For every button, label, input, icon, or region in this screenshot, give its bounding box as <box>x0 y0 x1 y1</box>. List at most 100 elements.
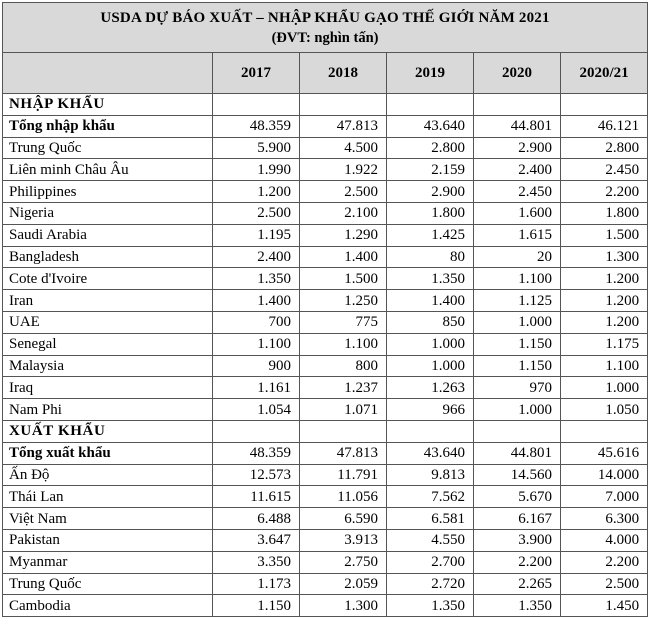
table-subtitle: (ĐVT: nghìn tấn) <box>271 30 379 46</box>
value-cell: 1.100 <box>299 332 387 356</box>
value-cell: 3.647 <box>212 528 300 552</box>
value-cell: 3.913 <box>299 528 387 552</box>
value-cell: 900 <box>212 354 300 378</box>
total-row: Tổng nhập khẩu 48.359 47.813 43.640 44.801 46… <box>2 114 649 138</box>
table-row: Trung Quốc 5.900 4.500 2.800 2.900 2.800 <box>2 136 649 160</box>
value-cell: 12.573 <box>212 463 300 487</box>
column-header: 2017 <box>212 52 300 94</box>
section-title: XUẤT KHẨU <box>2 419 213 443</box>
value-cell: 2.200 <box>559 550 649 574</box>
value-cell: 5.670 <box>473 485 561 509</box>
value-cell: 1.350 <box>386 594 474 618</box>
table-row: Nigeria 2.500 2.100 1.800 1.600 1.800 <box>2 201 649 225</box>
value-cell: 850 <box>386 310 474 334</box>
table-row: Senegal 1.100 1.100 1.000 1.150 1.175 <box>2 332 649 356</box>
value-cell: 1.000 <box>386 354 474 378</box>
row-label: Myanmar <box>2 550 213 574</box>
empty-cell <box>473 93 561 116</box>
value-cell: 1.500 <box>559 223 649 247</box>
value-cell: 4.000 <box>559 528 649 552</box>
value-cell: 3.350 <box>212 550 300 574</box>
value-cell: 1.200 <box>212 180 300 203</box>
value-cell: 1.150 <box>212 594 300 618</box>
row-label: Thái Lan <box>2 485 213 509</box>
value-cell: 11.615 <box>212 485 300 509</box>
row-label: Ấn Độ <box>2 463 213 487</box>
value-cell: 1.250 <box>299 289 387 312</box>
row-label: Việt Nam <box>2 507 213 530</box>
value-cell: 1.173 <box>212 572 300 596</box>
table-row: UAE 700 775 850 1.000 1.200 <box>2 310 649 334</box>
column-header: 2020 <box>473 52 561 94</box>
table-row: Nam Phi 1.054 1.071 966 1.000 1.050 <box>2 398 649 421</box>
row-label: Nam Phi <box>2 398 213 421</box>
value-cell: 3.900 <box>473 528 561 552</box>
value-cell: 1.200 <box>559 310 649 334</box>
value-cell: 6.167 <box>473 507 561 530</box>
table-row: Thái Lan 11.615 11.056 7.562 5.670 7.000 <box>2 485 649 509</box>
row-label: Tổng nhập khẩu <box>2 114 213 138</box>
value-cell: 6.590 <box>299 507 387 530</box>
value-cell: 2.500 <box>559 572 649 596</box>
table-row: Bangladesh 2.400 1.400 80 20 1.300 <box>2 245 649 269</box>
value-cell: 1.800 <box>559 201 649 225</box>
value-cell: 45.616 <box>559 441 649 465</box>
empty-cell <box>299 419 387 443</box>
table-row: Cambodia 1.150 1.300 1.350 1.350 1.450 <box>2 594 649 618</box>
table-title: USDA DỰ BÁO XUẤT – NHẬP KHẨU GẠO THẾ GIỚ… <box>100 10 550 26</box>
value-cell: 1.500 <box>299 267 387 291</box>
table-title-cell: USDA DỰ BÁO XUẤT – NHẬP KHẨU GẠO THẾ GIỚ… <box>1 2 649 53</box>
value-cell: 1.400 <box>212 289 300 312</box>
column-header <box>2 52 213 94</box>
value-cell: 11.056 <box>299 485 387 509</box>
value-cell: 1.600 <box>473 201 561 225</box>
value-cell: 1.350 <box>212 267 300 291</box>
section-row: NHẬP KHẨU <box>2 93 649 116</box>
value-cell: 1.800 <box>386 201 474 225</box>
value-cell: 46.121 <box>559 114 649 138</box>
value-cell: 970 <box>473 376 561 400</box>
table-row: Myanmar 3.350 2.750 2.700 2.200 2.200 <box>2 550 649 574</box>
value-cell: 1.054 <box>212 398 300 421</box>
value-cell: 2.159 <box>386 158 474 182</box>
row-label: Pakistan <box>2 528 213 552</box>
value-cell: 1.400 <box>386 289 474 312</box>
row-label: Tổng xuất khẩu <box>2 441 213 465</box>
empty-cell <box>559 93 649 116</box>
empty-cell <box>386 93 474 116</box>
value-cell: 1.150 <box>473 332 561 356</box>
column-header: 2018 <box>299 52 387 94</box>
value-cell: 2.750 <box>299 550 387 574</box>
value-cell: 2.900 <box>473 136 561 160</box>
value-cell: 1.237 <box>299 376 387 400</box>
row-label: Trung Quốc <box>2 572 213 596</box>
row-label: Cote d'Ivoire <box>2 267 213 291</box>
value-cell: 2.265 <box>473 572 561 596</box>
empty-cell <box>212 93 300 116</box>
value-cell: 1.071 <box>299 398 387 421</box>
value-cell: 1.100 <box>473 267 561 291</box>
section-row: XUẤT KHẨU <box>2 419 649 443</box>
value-cell: 800 <box>299 354 387 378</box>
row-label: Cambodia <box>2 594 213 618</box>
value-cell: 2.500 <box>212 201 300 225</box>
table-row: Saudi Arabia 1.195 1.290 1.425 1.615 1.500 <box>2 223 649 247</box>
value-cell: 43.640 <box>386 441 474 465</box>
value-cell: 1.425 <box>386 223 474 247</box>
row-label: Nigeria <box>2 201 213 225</box>
row-label: Saudi Arabia <box>2 223 213 247</box>
value-cell: 2.400 <box>473 158 561 182</box>
header-row: 2017 2018 2019 2020 2020/21 <box>2 52 649 94</box>
value-cell: 44.801 <box>473 114 561 138</box>
column-header: 2019 <box>386 52 474 94</box>
row-label: Bangladesh <box>2 245 213 269</box>
value-cell: 1.990 <box>212 158 300 182</box>
value-cell: 1.175 <box>559 332 649 356</box>
table-row: Trung Quốc 1.173 2.059 2.720 2.265 2.500 <box>2 572 649 596</box>
table-row: Cote d'Ivoire 1.350 1.500 1.350 1.100 1.200 <box>2 267 649 291</box>
value-cell: 1.195 <box>212 223 300 247</box>
value-cell: 2.200 <box>473 550 561 574</box>
column-header: 2020/21 <box>559 52 649 94</box>
value-cell: 1.200 <box>559 267 649 291</box>
row-label: Iran <box>2 289 213 312</box>
